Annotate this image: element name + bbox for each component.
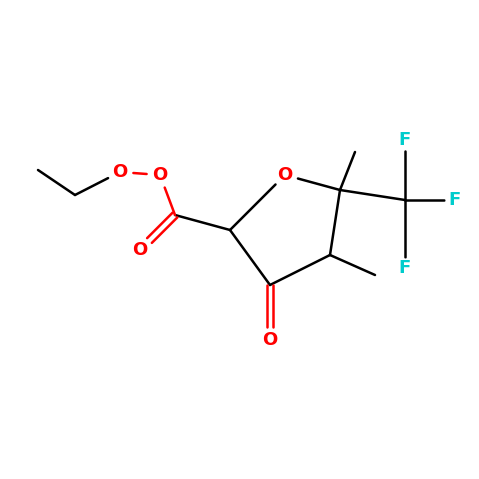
Text: O: O <box>277 166 293 184</box>
Circle shape <box>397 131 414 148</box>
Text: O: O <box>262 331 278 349</box>
Text: O: O <box>152 166 168 184</box>
Circle shape <box>397 259 414 276</box>
Text: F: F <box>449 191 461 209</box>
Circle shape <box>274 164 296 185</box>
Circle shape <box>129 240 150 261</box>
Circle shape <box>446 192 464 209</box>
Circle shape <box>149 164 171 185</box>
Text: F: F <box>399 131 411 149</box>
Text: O: O <box>132 241 148 259</box>
Text: O: O <box>113 163 127 181</box>
Circle shape <box>110 161 131 182</box>
Text: F: F <box>399 259 411 277</box>
Circle shape <box>260 330 281 351</box>
